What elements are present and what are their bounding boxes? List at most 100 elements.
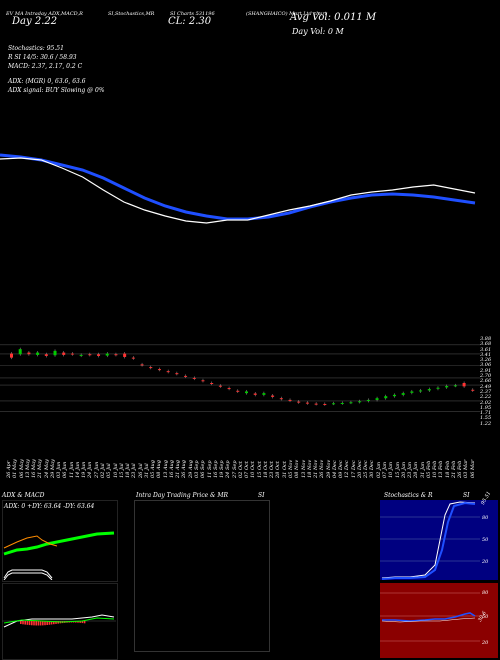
candle: [384, 396, 388, 399]
rsi-level-20: 20: [482, 640, 489, 646]
price-tick: 2.37: [480, 388, 492, 395]
candle: [340, 402, 344, 404]
candle: [10, 353, 13, 358]
date-tick: 24 Sep: [225, 460, 232, 478]
candle: [366, 399, 370, 401]
date-tick: 10 Oct: [250, 461, 257, 478]
rsi-lines: [380, 592, 480, 642]
candle: [140, 364, 144, 366]
adx-minus-line: [3, 535, 58, 549]
macd-histogram-bar: [20, 621, 22, 624]
close-value: CL: 2.30: [168, 16, 212, 27]
date-tick: 05 Feb: [425, 460, 432, 478]
macd-histogram-bar: [26, 621, 29, 625]
date-tick: 05 Jul: [106, 463, 113, 478]
price-tick: 2.66: [480, 378, 492, 385]
date-tick: 13 Aug: [162, 460, 169, 478]
macd-histogram-bar: [81, 621, 84, 624]
candle: [218, 385, 222, 387]
date-tick: 21 May: [37, 459, 44, 478]
candle: [271, 395, 275, 397]
stoch-panel-title: Stochastics & R: [384, 492, 433, 499]
macd-histogram-bar: [48, 621, 51, 625]
candle: [123, 353, 127, 357]
date-tick: 13 Nov: [300, 459, 307, 478]
stoch-k-line: [381, 501, 476, 579]
adx-signal-readout: ADX signal: BUY Slowing @ 0%: [8, 87, 105, 94]
header-title-left: EV MA Intraday ADX,MACD,R: [6, 11, 83, 17]
candle: [236, 390, 240, 392]
candle: [192, 377, 196, 379]
date-tick: 28 Oct: [275, 461, 282, 478]
adx-readout: ADX: (MGR) 0, 63.6, 63.6: [8, 78, 86, 85]
date-tick: 27 Sep: [231, 460, 238, 478]
candle: [27, 352, 31, 355]
price-tick: 3.26: [480, 357, 492, 364]
adx-lines: [3, 531, 115, 580]
candle: [210, 383, 214, 384]
candle: [462, 383, 466, 387]
candle: [79, 354, 83, 356]
date-tick: 04 Dec: [331, 460, 338, 478]
date-tick: 13 Feb: [438, 460, 445, 478]
candle: [436, 387, 440, 389]
candle: [70, 353, 74, 355]
macd-histogram-bar: [46, 621, 48, 626]
price-tick: 1.95: [480, 404, 492, 411]
date-tick: 26 Jul: [137, 463, 144, 478]
moving-average-chart: [0, 153, 476, 224]
avg-volume: Avg Vol: 0.011 M: [290, 12, 377, 23]
candle: [227, 388, 231, 390]
candle: [114, 354, 118, 356]
day-volume: Day Vol: 0 M: [292, 27, 344, 36]
candle: [253, 393, 257, 395]
candle: [36, 352, 40, 355]
date-tick: 10 Jul: [112, 463, 119, 478]
date-tick: 31 Jan: [419, 461, 426, 478]
price-tick: 3.61: [480, 346, 492, 353]
stoch-level-80: 80: [482, 515, 489, 521]
price-tick: 3.06: [480, 362, 492, 369]
macd-histogram-bar: [37, 621, 40, 626]
candle: [427, 389, 431, 391]
candle: [97, 354, 101, 356]
candle: [314, 403, 318, 405]
date-tick: 29 May: [49, 459, 56, 478]
date-tick: 24 May: [43, 459, 50, 478]
date-tick: 10 Jan: [388, 461, 395, 478]
adx-panel-title: ADX & MACD: [2, 492, 45, 499]
macd-histogram-bar: [42, 621, 44, 626]
macd-histogram-bar: [83, 621, 86, 624]
price-tick: 1.55: [480, 415, 492, 422]
candle: [245, 391, 248, 394]
candle: [262, 393, 266, 395]
price-tick: 3.88: [480, 336, 492, 342]
candle: [410, 391, 414, 393]
date-tick: 26 Nov: [319, 459, 326, 478]
candle: [53, 350, 57, 356]
candle: [88, 354, 92, 356]
price-tick: 2.22: [480, 394, 492, 401]
candle: [149, 367, 153, 369]
candle: [419, 390, 423, 392]
date-tick: 15 Jan: [394, 461, 401, 478]
date-tick: 23 Jul: [131, 463, 138, 478]
adx-plus-line: [3, 531, 115, 556]
candle: [288, 399, 292, 401]
date-tick: 20 Jan: [400, 461, 407, 478]
macd-histogram-bar: [55, 621, 57, 624]
header-title-mid: SI,Stochastics,MR: [108, 11, 155, 17]
macd-histogram-bar: [28, 621, 31, 626]
candle: [305, 402, 309, 404]
rsi-readout: R SI 14/5: 30.6 / 58.93: [8, 54, 77, 61]
date-tick: 18 Feb: [444, 460, 451, 478]
date-tick: 16 Sep: [212, 460, 219, 478]
date-tick: 29 Aug: [187, 460, 194, 478]
candle: [445, 386, 449, 388]
stoch-level-20: 20: [482, 559, 489, 565]
price-tick: 2.91: [480, 367, 492, 374]
date-tick: 17 Dec: [350, 460, 357, 478]
price-tick: 1.71: [480, 410, 492, 417]
stoch-level-50: 50: [482, 537, 489, 543]
intraday-panel-si: SI: [258, 492, 265, 499]
